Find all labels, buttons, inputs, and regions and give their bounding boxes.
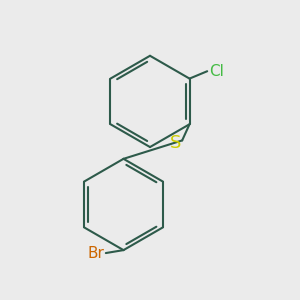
Text: S: S <box>170 134 182 152</box>
Text: Cl: Cl <box>209 64 224 79</box>
Text: Br: Br <box>88 246 104 261</box>
